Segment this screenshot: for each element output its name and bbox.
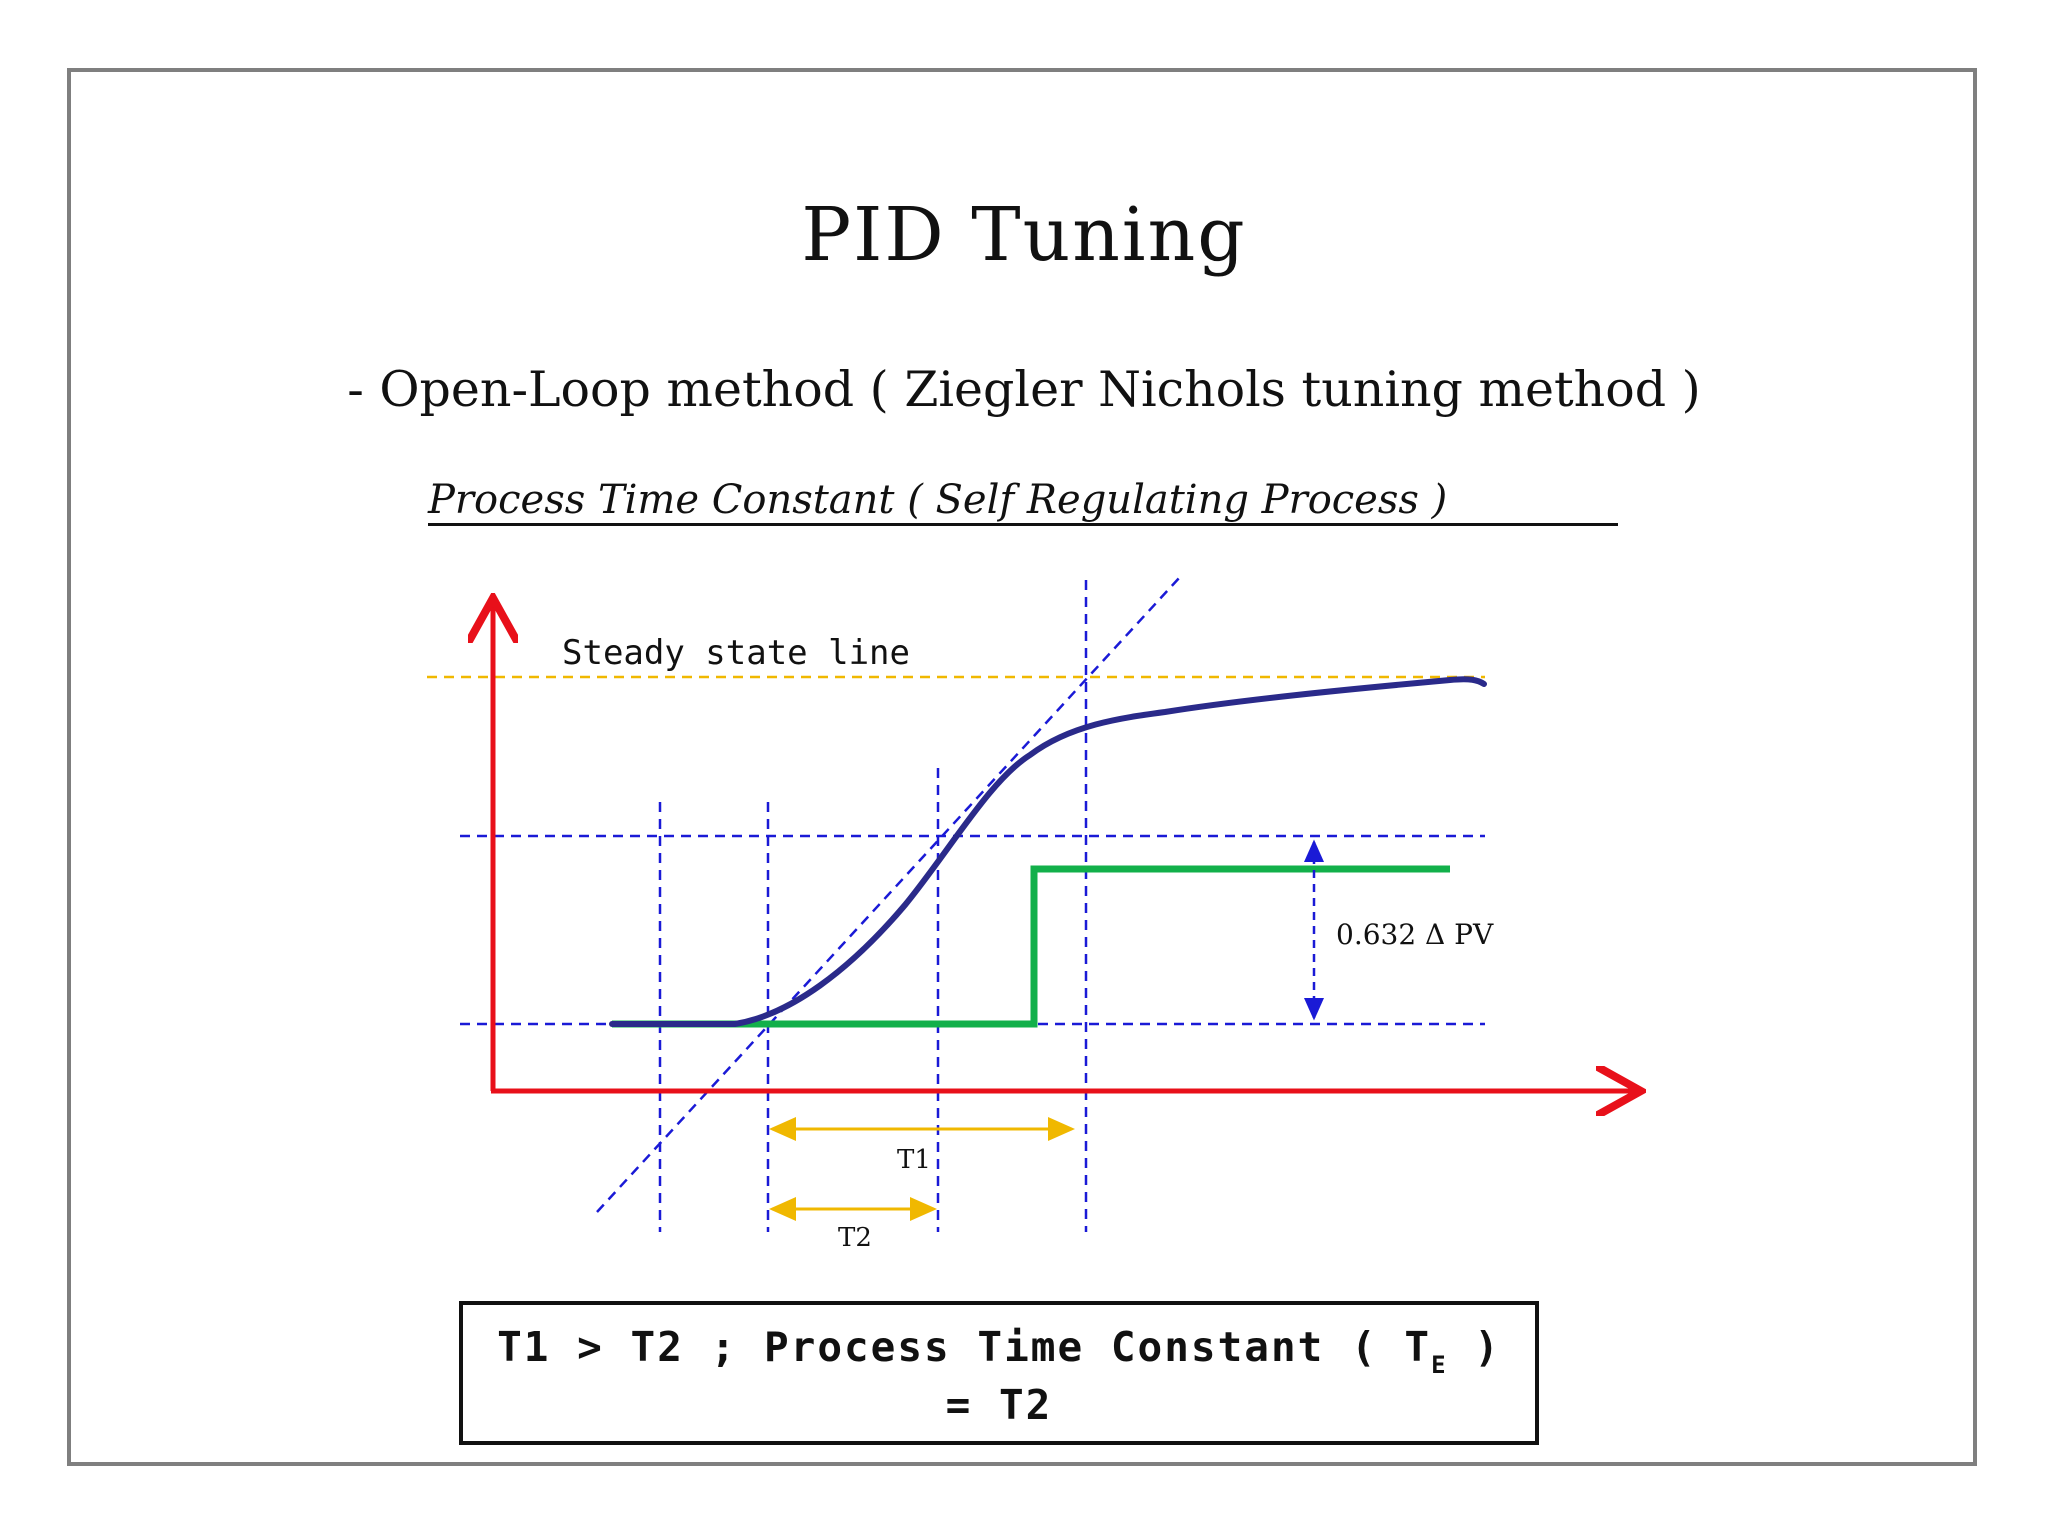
t1-label: T1 <box>897 1145 931 1175</box>
formula-line-1: T1 > T2 ; Process Time Constant ( TE ) <box>463 1319 1535 1393</box>
section-heading: Process Time Constant ( Self Regulating … <box>428 474 1618 526</box>
formula-suffix: ) <box>1447 1323 1501 1371</box>
steady-state-label: Steady state line <box>562 633 910 673</box>
process-response-curve <box>609 676 1487 1027</box>
open-loop-response-diagram: Steady state line 0.632 Δ PV T1 T2 <box>427 576 1660 1253</box>
tangent-line <box>596 576 1181 1213</box>
slide-subtitle: - Open-Loop method ( Ziegler Nichols tun… <box>347 361 1701 418</box>
formula-box: T1 > T2 ; Process Time Constant ( TE ) =… <box>459 1301 1539 1445</box>
formula-subscript: E <box>1431 1351 1448 1379</box>
slide-title: PID Tuning <box>801 192 1247 278</box>
delta-pv-label: 0.632 Δ PV <box>1336 918 1494 951</box>
slide-frame <box>67 68 1977 1466</box>
formula-line-2: = T2 <box>945 1381 1053 1429</box>
step-input-line <box>612 865 1450 1028</box>
formula-prefix: T1 > T2 ; Process Time Constant ( T <box>497 1323 1432 1371</box>
t2-label: T2 <box>838 1223 872 1253</box>
